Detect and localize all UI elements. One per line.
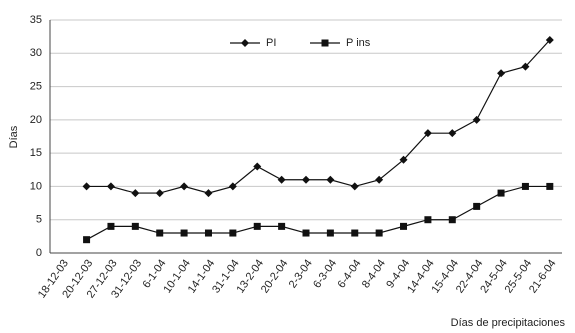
x-tick-label: 6-3-04 (311, 258, 339, 291)
point (180, 229, 188, 237)
point (83, 236, 91, 244)
y-tick-label: 5 (36, 214, 42, 226)
point (229, 229, 237, 237)
series-line (86, 185, 550, 241)
point (350, 182, 359, 191)
point (521, 62, 530, 71)
point (424, 216, 432, 224)
point (448, 129, 457, 138)
point (106, 182, 115, 191)
point (473, 202, 481, 210)
point (521, 182, 529, 190)
point (321, 39, 329, 47)
point (400, 222, 408, 230)
x-tick-label: 6-4-04 (336, 258, 364, 291)
point (326, 229, 334, 237)
point (302, 175, 310, 184)
point (326, 175, 335, 184)
point (375, 229, 383, 237)
y-axis-label: Días (8, 125, 20, 148)
point (253, 162, 262, 171)
point (546, 182, 554, 190)
point (472, 115, 481, 124)
y-tick-label: 30 (30, 47, 42, 59)
point (82, 182, 91, 191)
point (399, 155, 408, 164)
point (423, 129, 432, 138)
y-tick-label: 20 (30, 114, 42, 126)
y-tick-label: 35 (30, 14, 42, 26)
point (131, 222, 139, 230)
legend-label: P ins (346, 37, 371, 49)
point (180, 182, 189, 191)
point (497, 69, 506, 78)
point (204, 189, 213, 198)
point (131, 189, 140, 198)
series-line (86, 39, 551, 194)
point (155, 189, 164, 198)
y-tick-label: 15 (30, 147, 42, 159)
point (302, 229, 310, 237)
x-tick-label: 8-4-04 (360, 258, 388, 291)
point (277, 175, 286, 184)
legend-label: PI (266, 37, 276, 49)
point (253, 222, 261, 230)
point (278, 222, 286, 230)
point (375, 175, 384, 184)
point (241, 39, 249, 47)
point (107, 222, 115, 230)
x-tick-label: 2-3-04 (287, 258, 315, 291)
point (448, 216, 456, 224)
point (351, 229, 359, 237)
point (545, 35, 554, 44)
point (204, 229, 212, 237)
point (228, 182, 237, 191)
point (156, 229, 164, 237)
x-axis-label: Días de precipitaciones (451, 317, 566, 329)
point (497, 189, 505, 197)
y-tick-label: 0 (36, 247, 42, 259)
y-tick-label: 10 (30, 180, 42, 192)
y-tick-label: 25 (30, 80, 42, 92)
